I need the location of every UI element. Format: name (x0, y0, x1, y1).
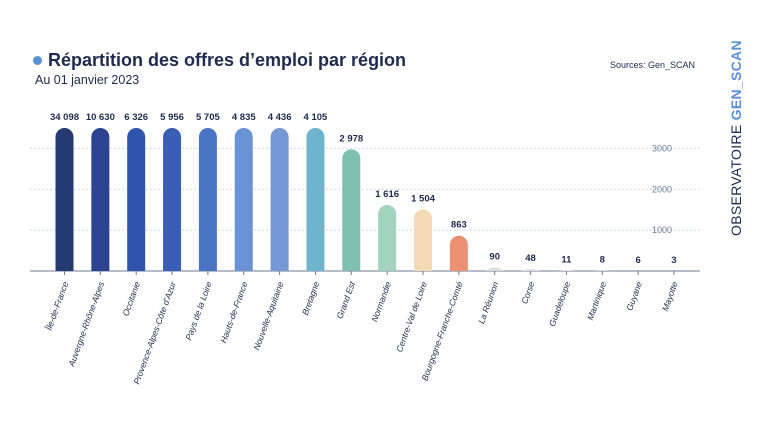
title-row: Répartition des offres d’emploi par régi… (33, 50, 406, 71)
bar (521, 269, 540, 271)
x-tick-label: Mayotte (660, 280, 680, 312)
x-tick-label: Martinique (585, 280, 608, 321)
bar (378, 204, 397, 271)
x-tick-label: Bourgogne-Franche-Comté (420, 280, 465, 382)
data-label: 1 616 (375, 189, 399, 200)
data-label: 4 105 (304, 112, 328, 123)
x-tick-label: Normandie (369, 280, 393, 323)
data-label: 34 098 (50, 112, 79, 123)
chart-title: Répartition des offres d’emploi par régi… (48, 50, 407, 70)
chart-subtitle: Au 01 janvier 2023 (35, 73, 140, 87)
x-tick-label: Guyane (624, 280, 644, 312)
bar (234, 128, 253, 271)
x-tick-label: Île-de-France (44, 280, 71, 332)
x-tick-label: Guadeloupe (547, 280, 572, 328)
x-tick-label: Provence-Alpes-Côte d’Azur (131, 279, 178, 385)
bar (270, 128, 289, 271)
data-label: 8 (600, 255, 605, 266)
x-tick-label: Nouvelle-Aquitaine (251, 280, 285, 351)
bar (91, 128, 110, 271)
x-tick-label: Hauts-de-France (218, 280, 250, 344)
data-label: 11 (561, 255, 572, 266)
data-label: 10 630 (86, 112, 115, 123)
data-label: 6 (635, 255, 640, 266)
bar (485, 267, 504, 271)
bar (55, 128, 74, 271)
bar (198, 128, 217, 271)
bar (306, 128, 325, 271)
data-label: 5 956 (160, 112, 184, 123)
x-tick-label: Centre-Val de Loire (394, 280, 429, 353)
data-label: 4 436 (268, 112, 292, 123)
data-label: 2 978 (339, 133, 363, 144)
y-tick-label: 3000 (652, 143, 672, 153)
bar (163, 128, 182, 271)
data-label: 5 705 (196, 112, 220, 123)
title-bullet-icon (33, 56, 42, 65)
x-tick-label: Corse (519, 280, 536, 305)
sources-note: Sources: Gen_SCAN (610, 60, 696, 70)
data-label: 863 (451, 220, 467, 231)
bar (127, 128, 146, 271)
bar (449, 235, 468, 271)
x-tick-label: Auvergne-Rhône-Alpes (66, 280, 107, 369)
x-tick-label: Grand Est (335, 280, 358, 320)
x-tick-label: Bretagne (300, 280, 321, 316)
chart-header: Répartition des offres d’emploi par régi… (33, 50, 406, 87)
x-tick-label: Occitanie (120, 280, 142, 317)
data-label: 48 (525, 253, 536, 264)
data-label: 1 504 (411, 194, 435, 205)
data-label: 4 835 (232, 112, 256, 123)
y-tick-label: 2000 (652, 184, 672, 194)
bar (342, 149, 361, 271)
data-label: 3 (671, 255, 676, 266)
data-label: 90 (489, 251, 500, 262)
x-tick-label: La Réunion (476, 280, 501, 325)
data-label: 6 326 (124, 112, 148, 123)
x-tick-label: Pays de la Loire (183, 280, 214, 342)
bar (414, 209, 432, 271)
y-tick-label: 1000 (652, 225, 672, 235)
